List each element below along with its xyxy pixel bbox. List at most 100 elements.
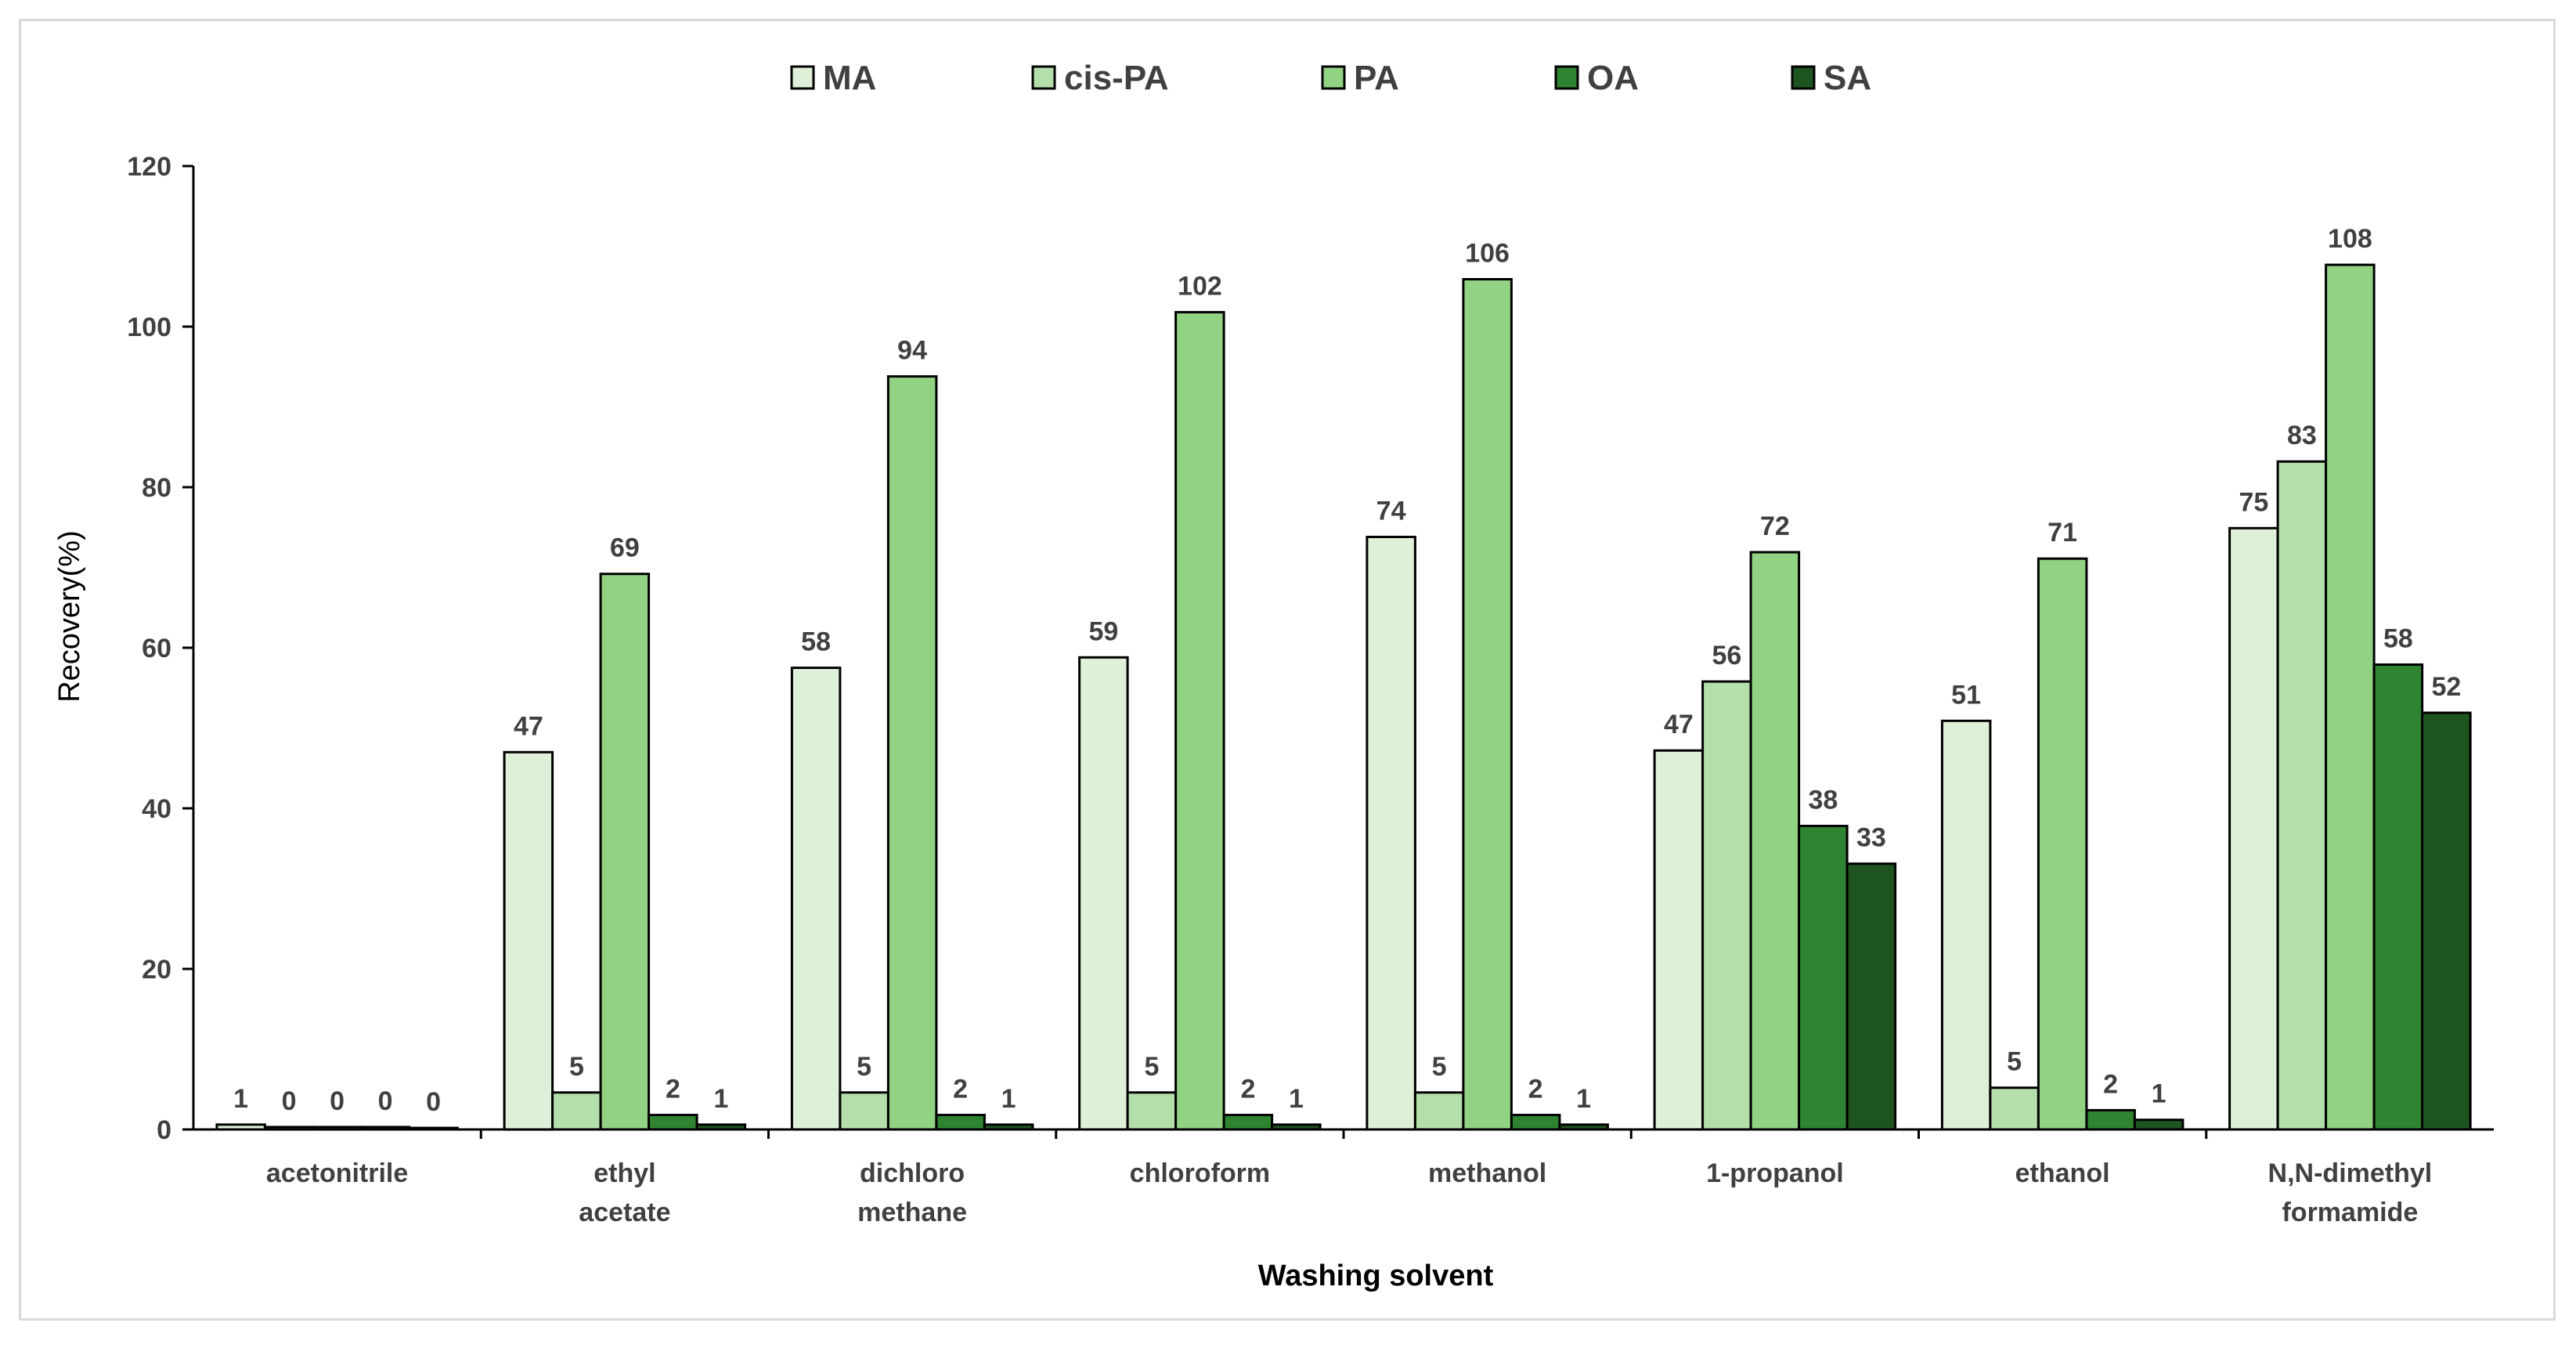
legend-label-oa: OA [1587, 59, 1639, 97]
data-label-oa-4: 2 [1528, 1075, 1543, 1104]
bar-sa-7 [2421, 711, 2472, 1131]
data-label-pa-7: 108 [2328, 224, 2372, 254]
bar-ma-5 [1653, 749, 1705, 1131]
bar-ma-3 [1078, 656, 1129, 1131]
data-label-sa-3: 1 [1289, 1084, 1304, 1114]
bar-pa-5 [1749, 551, 1801, 1131]
bar-pa-4 [1462, 278, 1513, 1131]
data-label-sa-2: 1 [1001, 1084, 1016, 1114]
y-axis-title: Recovery(%) [53, 530, 86, 703]
y-tick-label-120: 120 [127, 152, 171, 182]
legend-swatch-cis-pa [1031, 65, 1056, 90]
legend-label-pa: PA [1354, 59, 1399, 97]
bar-cis-pa-7 [2276, 460, 2328, 1131]
bar-oa-4 [1510, 1114, 1561, 1131]
data-label-cis-pa-5: 56 [1712, 641, 1741, 670]
data-label-cis-pa-2: 5 [857, 1052, 871, 1082]
bar-oa-6 [2085, 1108, 2136, 1131]
data-label-ma-0: 1 [233, 1084, 248, 1114]
bar-sa-6 [2133, 1119, 2185, 1131]
legend-swatch-oa [1554, 65, 1579, 90]
data-label-sa-4: 1 [1576, 1084, 1591, 1114]
y-axis: 0 20 40 60 80 100 120 [127, 152, 195, 1145]
data-label-pa-2: 94 [897, 336, 927, 366]
y-tick-label-20: 20 [142, 955, 171, 985]
data-label-ma-6: 51 [1951, 680, 1981, 710]
bar-cis-pa-6 [1989, 1086, 2040, 1131]
bar-pa-3 [1174, 311, 1225, 1131]
data-label-pa-3: 102 [1178, 272, 1222, 302]
legend-label-sa: SA [1824, 59, 1871, 97]
bar-cis-pa-2 [839, 1091, 889, 1131]
x-axis-title: Washing solvent [1258, 1259, 1494, 1292]
y-tick-label-80: 80 [142, 473, 171, 503]
data-label-cis-pa-4: 5 [1432, 1052, 1447, 1082]
bar-ma-7 [2228, 526, 2279, 1131]
data-label-oa-2: 2 [953, 1075, 968, 1104]
legend-label-cis-pa: cis-PA [1064, 59, 1169, 97]
bar-pa-7 [2325, 263, 2376, 1131]
x-tick-label-4: methanol [1428, 1158, 1546, 1188]
bar-cis-pa-4 [1413, 1091, 1465, 1131]
x-tick-label-2: dichloro methane [857, 1158, 967, 1227]
legend-swatch-ma [790, 65, 815, 90]
y-tick-label-0: 0 [157, 1115, 171, 1145]
data-label-cis-pa-7: 83 [2287, 421, 2317, 450]
x-tick-label-5: 1-propanol [1706, 1158, 1844, 1188]
legend-swatch-pa [1321, 65, 1346, 90]
data-label-pa-6: 71 [2047, 518, 2077, 548]
data-label-sa-6: 1 [2152, 1079, 2167, 1109]
bar-oa-3 [1222, 1114, 1274, 1131]
data-label-oa-5: 38 [1808, 786, 1838, 815]
bar-pa-2 [886, 375, 938, 1131]
chart-frame: MA cis-PA PA OA SA 1 0 0 0 0 47 5 69 2 1 58 5 94 2 1 59 5 102… [19, 19, 2556, 1321]
data-label-ma-2: 58 [801, 627, 831, 657]
bar-oa-1 [648, 1114, 698, 1131]
bar-oa-7 [2372, 663, 2424, 1131]
bar-ma-1 [503, 750, 554, 1131]
bar-sa-5 [1845, 862, 1897, 1131]
bar-cis-pa-1 [551, 1091, 602, 1131]
bar-ma-2 [790, 667, 842, 1131]
y-tick-label-100: 100 [127, 313, 171, 342]
data-label-cis-pa-0: 0 [282, 1086, 297, 1116]
data-label-ma-1: 47 [514, 711, 543, 741]
x-tick-label-3: chloroform [1130, 1158, 1270, 1188]
data-label-ma-5: 47 [1664, 710, 1694, 739]
data-label-pa-0: 0 [330, 1086, 345, 1116]
bar-ma-4 [1366, 536, 1416, 1131]
data-labels-group: 1 0 0 0 0 47 5 69 2 1 58 5 94 2 1 59 5 102 2 1 74 5 106 2 1 47 56 7… [233, 224, 2461, 1117]
x-tick-label-7: N,N-dimethyl formamide [2268, 1158, 2433, 1227]
bar-oa-5 [1798, 825, 1849, 1131]
x-tick-label-1: ethyl acetate [579, 1158, 670, 1227]
bar-oa-2 [935, 1114, 986, 1131]
legend: MA cis-PA PA OA SA [790, 59, 1871, 97]
data-label-oa-3: 2 [1240, 1075, 1255, 1104]
y-tick-label-60: 60 [142, 634, 171, 663]
data-label-oa-7: 58 [2383, 624, 2413, 654]
legend-swatch-sa [1791, 65, 1816, 90]
data-label-cis-pa-6: 5 [2007, 1047, 2022, 1077]
data-label-sa-7: 52 [2431, 672, 2461, 702]
data-label-sa-5: 33 [1856, 823, 1886, 853]
bar-cis-pa-3 [1126, 1091, 1178, 1131]
data-label-ma-4: 74 [1376, 497, 1406, 526]
data-label-pa-4: 106 [1465, 239, 1510, 269]
data-label-oa-0: 0 [378, 1086, 393, 1116]
bar-ma-6 [1940, 719, 1992, 1131]
data-label-oa-1: 2 [666, 1075, 680, 1104]
bar-pa-6 [2037, 557, 2088, 1131]
y-tick-label-40: 40 [142, 794, 171, 824]
x-axis: acetonitrile ethyl acetate dichloro methane c… [193, 1128, 2494, 1227]
data-label-oa-6: 2 [2103, 1069, 2118, 1099]
bar-cis-pa-5 [1701, 680, 1752, 1131]
x-tick-label-6: ethanol [2015, 1158, 2110, 1188]
data-label-pa-1: 69 [610, 533, 640, 563]
x-tick-label-0: acetonitrile [266, 1158, 408, 1188]
bars-group [215, 263, 2472, 1131]
data-label-cis-pa-3: 5 [1144, 1052, 1159, 1082]
data-label-pa-5: 72 [1760, 511, 1790, 541]
data-label-sa-0: 0 [426, 1087, 441, 1117]
bar-pa-1 [599, 573, 651, 1131]
